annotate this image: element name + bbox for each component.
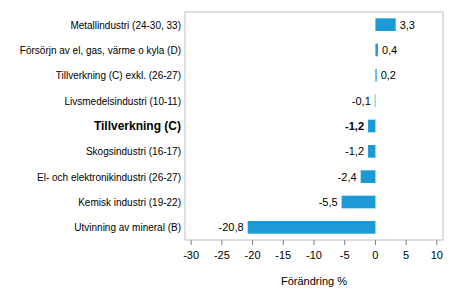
- category-label: El- och elektronikindustri (26-27): [37, 172, 181, 183]
- tick-mark: [406, 240, 407, 245]
- tick-mark: [314, 240, 315, 245]
- tick-mark: [191, 240, 192, 245]
- tick-label: 10: [431, 249, 443, 261]
- bar: [342, 196, 376, 209]
- tick-mark: [375, 240, 376, 245]
- data-label: -0,1: [352, 95, 371, 107]
- bar: [374, 94, 376, 107]
- chart-container: -30 -25 -20 -15 -10 -5 0 5 10 3,3 0,4 0,2 -0,1 -1,2 -1…: [0, 0, 454, 302]
- bar: [248, 221, 376, 234]
- data-label: -1,2: [345, 145, 364, 157]
- category-label: Kemisk industri (19-22): [78, 197, 181, 208]
- bar: [375, 69, 376, 82]
- data-label: -1,2: [345, 120, 364, 132]
- category-label: Tillverkning (C): [94, 119, 181, 133]
- data-label: 0,4: [382, 44, 397, 56]
- category-label: Tillverkning (C) exkl. (26-27): [56, 70, 181, 81]
- bar: [361, 170, 376, 183]
- axis-label: Förändring %: [281, 275, 347, 287]
- bars: [248, 18, 396, 233]
- tick-label: 5: [403, 249, 409, 261]
- tick-mark: [436, 240, 437, 245]
- tick-label: -25: [214, 249, 230, 261]
- tick-mark: [344, 240, 345, 245]
- data-label: 0,2: [381, 69, 396, 81]
- tick-label: -15: [275, 249, 291, 261]
- tick-label: -5: [340, 249, 350, 261]
- tick-label: -30: [183, 249, 199, 261]
- chart-svg: -30 -25 -20 -15 -10 -5 0 5 10 3,3 0,4 0,2 -0,1 -1,2 -1…: [0, 0, 454, 302]
- tick-label: -10: [306, 249, 322, 261]
- bar: [368, 145, 375, 158]
- category-label: Utvinning av mineral (B): [74, 222, 181, 233]
- data-label: -2,4: [338, 171, 357, 183]
- bar: [375, 18, 395, 31]
- tick-mark: [252, 240, 253, 245]
- category-label: Metallindustri (24-30, 33): [70, 20, 181, 31]
- data-label: -20,8: [219, 221, 244, 233]
- bar: [368, 120, 375, 133]
- category-label: Försörjn av el, gas, värme o kyla (D): [20, 45, 181, 56]
- data-label: -5,5: [319, 196, 338, 208]
- category-label: Skogsindustri (16-17): [86, 146, 181, 157]
- tick-mark: [221, 240, 222, 245]
- tick-label: -20: [245, 249, 261, 261]
- bar: [375, 44, 377, 57]
- data-label: 3,3: [400, 19, 415, 31]
- plot-frame: [185, 12, 443, 240]
- tick-mark: [283, 240, 284, 245]
- category-label: Livsmedelsindustri (10-11): [64, 96, 181, 107]
- tick-label: 0: [372, 249, 378, 261]
